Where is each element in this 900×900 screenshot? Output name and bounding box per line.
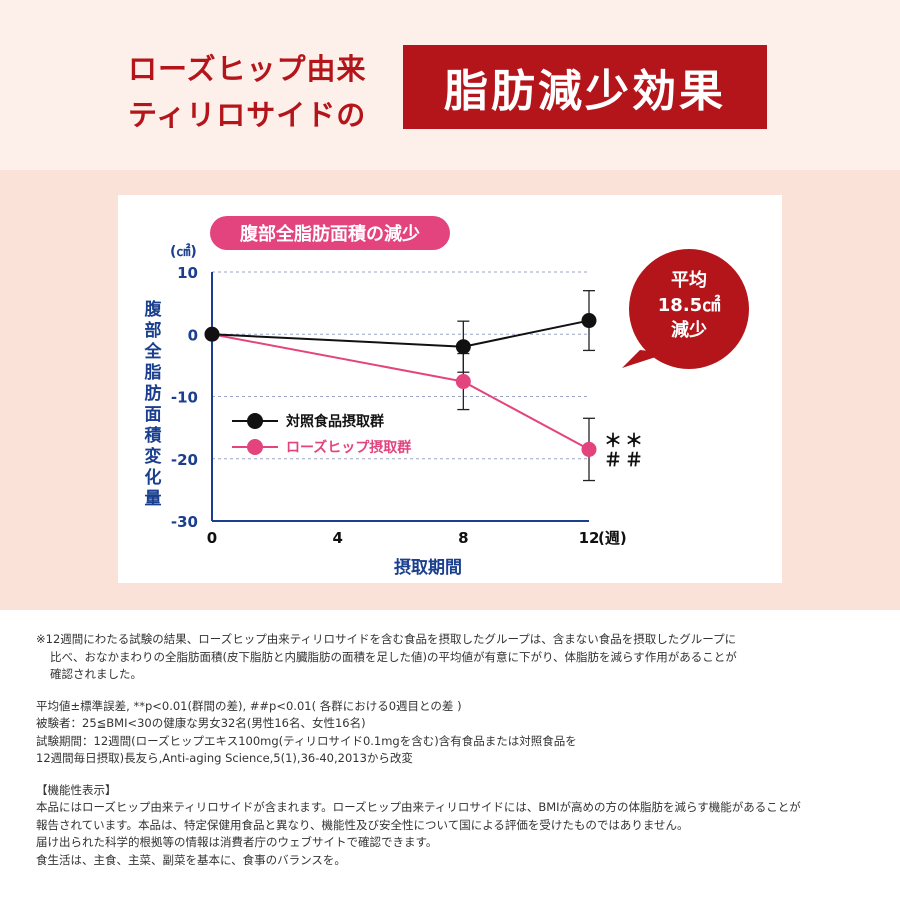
footnote-line: ※12週間にわたる試験の結果、ローズヒップ由来ティリロサイドを含む食品を摂取した… [36, 632, 737, 646]
line-chart: 10 0 -10 -20 -30 0 4 8 12 [171, 249, 749, 547]
chart-title: 腹部全脂肪面積の減少 [240, 224, 420, 245]
callout-line-3: 減少 [671, 320, 707, 341]
callout-circle [629, 249, 749, 369]
legend-item-control: 対照食品摂取群 [232, 408, 411, 434]
function-line: 報告されています。本品は、特定保健用食品と異なり、機能性及び安全性について国によ… [36, 817, 689, 832]
function-line: 食生活は、主食、主菜、副菜を基本に、食事のバランスを。 [36, 852, 346, 867]
period-note: 試験期間：12週間(ローズヒップエキス100mg(ティリロサイド0.1mgを含む… [36, 733, 577, 748]
series-line [211, 319, 590, 348]
y-tick-label: -10 [171, 389, 198, 407]
legend-label-control: 対照食品摂取群 [286, 414, 384, 430]
header-subtitle: ローズヒップ由来 ティリロサイドの [128, 46, 367, 138]
notes-band [0, 610, 900, 900]
function-heading: 【機能性表示】 [36, 782, 117, 797]
significance-within-group: ＃＃ [604, 450, 646, 471]
callout-line-1: 平均 [671, 270, 707, 291]
legend-swatch-rosehip [232, 434, 278, 460]
callout-text: 平均 18.5㎠ 減少 [629, 268, 749, 343]
legend: 対照食品摂取群 ローズヒップ摂取群 [232, 408, 411, 460]
stats-note: 平均値±標準誤差, **p<0.01(群間の差), ##p<0.01( 各群にお… [36, 698, 462, 713]
chart-title-pill: 腹部全脂肪面積の減少 [210, 216, 450, 250]
function-line: 本品にはローズヒップ由来ティリロサイドが含まれます。ローズヒップ由来ティリロサイ… [36, 800, 801, 814]
callout-bubble [622, 249, 749, 369]
subjects-note: 被験者：25≦BMI<30の健康な男女32名(男性16名、女性16名) [36, 716, 366, 730]
x-tick-label: 0 [207, 529, 217, 547]
x-tick-label: 8 [458, 529, 468, 547]
legend-label-rosehip: ローズヒップ摂取群 [286, 440, 412, 456]
x-axis-unit: (週) [598, 529, 627, 547]
function-line: 届け出られた科学的根拠等の情報は消費者庁のウェブサイトで確認できます。 [36, 835, 438, 849]
significance-marks: ＊＊ ＃＃ [604, 432, 646, 470]
data-point [204, 326, 220, 342]
y-axis-label: 腹部全脂肪面積変化量 [144, 300, 162, 509]
data-point [455, 339, 471, 355]
header-band: ローズヒップ由来 ティリロサイドの 脂肪減少効果 [0, 0, 900, 170]
footnote-line: 確認されました。 [50, 667, 142, 681]
legend-swatch-control [232, 408, 278, 434]
data-point [581, 313, 597, 329]
x-tick-label: 4 [332, 529, 342, 547]
y-axis-unit: (㎠) [170, 244, 197, 260]
x-axis-label: 摂取期間 [394, 558, 462, 578]
y-tick-label: -20 [171, 451, 198, 469]
data-point [455, 374, 471, 390]
header-line-1: ローズヒップ由来 [128, 52, 367, 86]
callout-line-2: 18.5㎠ [657, 295, 721, 316]
axes [211, 272, 589, 522]
header-highlight-text: 脂肪減少効果 [444, 66, 726, 117]
series [204, 290, 597, 482]
header-highlight-box: 脂肪減少効果 [403, 45, 767, 129]
y-tick-label: 10 [177, 264, 198, 282]
header-line-2: ティリロサイドの [128, 98, 367, 132]
tick-labels: 10 0 -10 -20 -30 0 4 8 12 [171, 264, 600, 547]
y-tick-label: 0 [188, 326, 198, 344]
period-note: 12週間毎日摂取)長友ら,Anti-aging Science,5(1),36-… [36, 751, 413, 765]
data-point [581, 441, 597, 457]
notes-section: ※12週間にわたる試験の結果、ローズヒップ由来ティリロサイドを含む食品を摂取した… [36, 631, 870, 869]
footnote-line: 比べ、おなかまわりの全脂肪面積(皮下脂肪と内臓脂肪の面積を足した値)の平均値が有… [50, 649, 737, 664]
y-tick-label: -30 [171, 513, 198, 531]
significance-between-groups: ＊＊ [604, 431, 646, 452]
legend-item-rosehip: ローズヒップ摂取群 [232, 434, 411, 460]
x-tick-label: 12 [579, 529, 600, 547]
